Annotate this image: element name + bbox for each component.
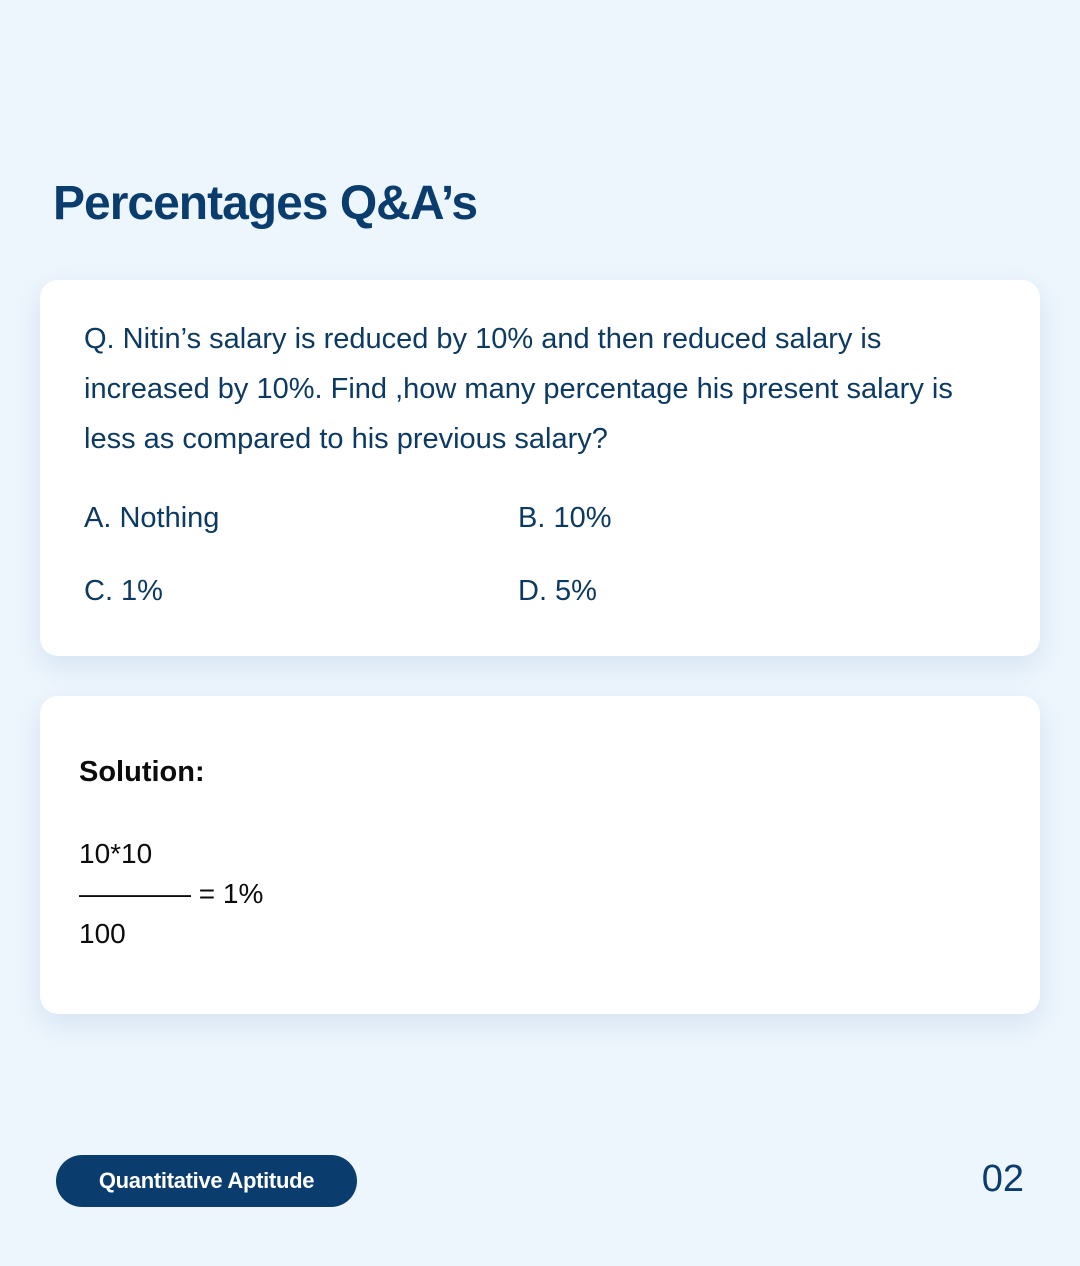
- option-b[interactable]: B. 10%: [518, 502, 612, 534]
- topic-badge: Quantitative Aptitude: [56, 1155, 357, 1207]
- option-a[interactable]: A. Nothing: [84, 502, 220, 534]
- solution-fraction-line: ———— = 1%: [79, 878, 264, 909]
- solution-numerator: 10*10: [79, 838, 153, 869]
- option-c[interactable]: C. 1%: [84, 575, 163, 607]
- page-number: 02: [981, 1158, 1024, 1200]
- question-text: Q. Nitin’s salary is reduced by 10% and …: [84, 323, 953, 455]
- page-title: Percentages Q&A’s: [53, 177, 478, 230]
- solution-heading: Solution:: [79, 756, 205, 788]
- question-card: Q. Nitin’s salary is reduced by 10% and …: [40, 280, 1040, 656]
- solution-denominator: 100: [79, 918, 126, 949]
- solution-card: Solution: 10*10 ———— = 1% 100: [40, 696, 1040, 1014]
- option-d[interactable]: D. 5%: [518, 575, 597, 607]
